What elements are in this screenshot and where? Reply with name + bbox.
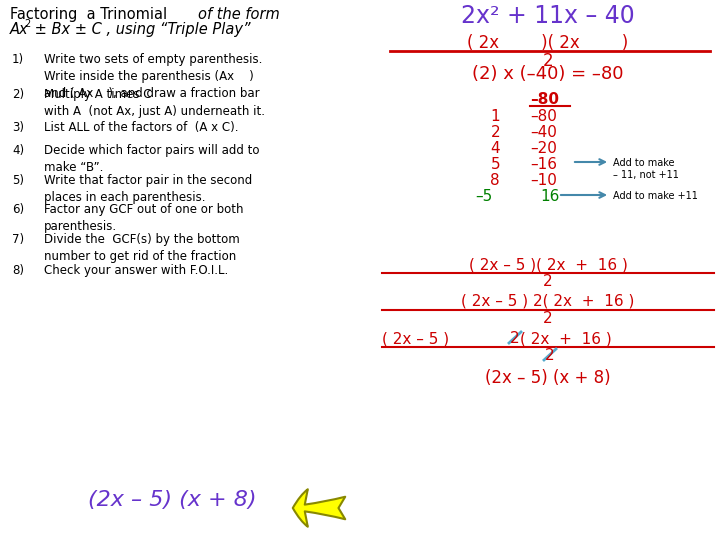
Text: Factor any GCF out of one or both
parenthesis.: Factor any GCF out of one or both parent… bbox=[44, 203, 243, 233]
Text: of the form: of the form bbox=[198, 7, 280, 22]
Text: Add to make +11: Add to make +11 bbox=[613, 191, 698, 201]
Text: Check your answer with F.O.I.L.: Check your answer with F.O.I.L. bbox=[44, 264, 228, 277]
Text: 6): 6) bbox=[12, 203, 24, 216]
Text: 1: 1 bbox=[490, 109, 500, 124]
Text: 8): 8) bbox=[12, 264, 24, 277]
Text: 2): 2) bbox=[12, 88, 24, 101]
Text: 7): 7) bbox=[12, 233, 24, 246]
Text: 2: 2 bbox=[24, 19, 30, 29]
Text: (2x – 5) (x + 8): (2x – 5) (x + 8) bbox=[88, 490, 256, 510]
Text: (2x – 5) (x + 8): (2x – 5) (x + 8) bbox=[485, 369, 611, 387]
Text: –80: –80 bbox=[530, 109, 557, 124]
Text: ( 2x  +  16 ): ( 2x + 16 ) bbox=[520, 331, 612, 346]
Text: Decide which factor pairs will add to
make “B”.: Decide which factor pairs will add to ma… bbox=[44, 144, 259, 174]
Text: Write two sets of empty parenthesis.
Write inside the parenthesis (Ax    )
and (: Write two sets of empty parenthesis. Wri… bbox=[44, 53, 265, 118]
Text: –5: –5 bbox=[474, 189, 492, 204]
Text: 8: 8 bbox=[490, 173, 500, 188]
Text: 1): 1) bbox=[12, 53, 24, 66]
Text: 2: 2 bbox=[543, 274, 553, 289]
Text: ( 2x – 5 )( 2x  +  16 ): ( 2x – 5 )( 2x + 16 ) bbox=[469, 257, 627, 272]
Text: –20: –20 bbox=[530, 141, 557, 156]
Text: 2x² + 11x – 40: 2x² + 11x – 40 bbox=[461, 4, 635, 28]
Text: –40: –40 bbox=[530, 125, 557, 140]
Text: 4: 4 bbox=[490, 141, 500, 156]
Text: 2: 2 bbox=[545, 348, 554, 363]
Text: ( 2x        )( 2x        ): ( 2x )( 2x ) bbox=[467, 34, 629, 52]
Text: 2: 2 bbox=[510, 331, 520, 346]
Text: Ax: Ax bbox=[10, 22, 29, 37]
Text: –10: –10 bbox=[530, 173, 557, 188]
Text: Multiply A times C: Multiply A times C bbox=[44, 88, 151, 101]
Text: Write that factor pair in the second
places in each parenthesis.: Write that factor pair in the second pla… bbox=[44, 174, 252, 204]
Text: Factoring  a Trinomial: Factoring a Trinomial bbox=[10, 7, 172, 22]
Text: 5): 5) bbox=[12, 174, 24, 187]
Text: List ALL of the factors of  (A x C).: List ALL of the factors of (A x C). bbox=[44, 121, 238, 134]
Text: Add to make
– 11, not +11: Add to make – 11, not +11 bbox=[613, 158, 679, 180]
Text: 2: 2 bbox=[543, 52, 553, 70]
Text: 5: 5 bbox=[490, 157, 500, 172]
Text: –80: –80 bbox=[530, 92, 559, 107]
Text: –16: –16 bbox=[530, 157, 557, 172]
Text: ± Bx ± C , using “Triple Play”: ± Bx ± C , using “Triple Play” bbox=[30, 22, 251, 37]
Text: 16: 16 bbox=[540, 189, 559, 204]
Text: (2) x (–40) = –80: (2) x (–40) = –80 bbox=[472, 65, 624, 83]
Text: 2: 2 bbox=[543, 311, 553, 326]
Text: 4): 4) bbox=[12, 144, 24, 157]
Text: ( 2x – 5 ) 2( 2x  +  16 ): ( 2x – 5 ) 2( 2x + 16 ) bbox=[462, 294, 635, 309]
Text: 2: 2 bbox=[490, 125, 500, 140]
Text: Divide the  GCF(s) by the bottom
number to get rid of the fraction: Divide the GCF(s) by the bottom number t… bbox=[44, 233, 240, 263]
Text: ( 2x – 5 ): ( 2x – 5 ) bbox=[382, 331, 449, 346]
Text: 3): 3) bbox=[12, 121, 24, 134]
